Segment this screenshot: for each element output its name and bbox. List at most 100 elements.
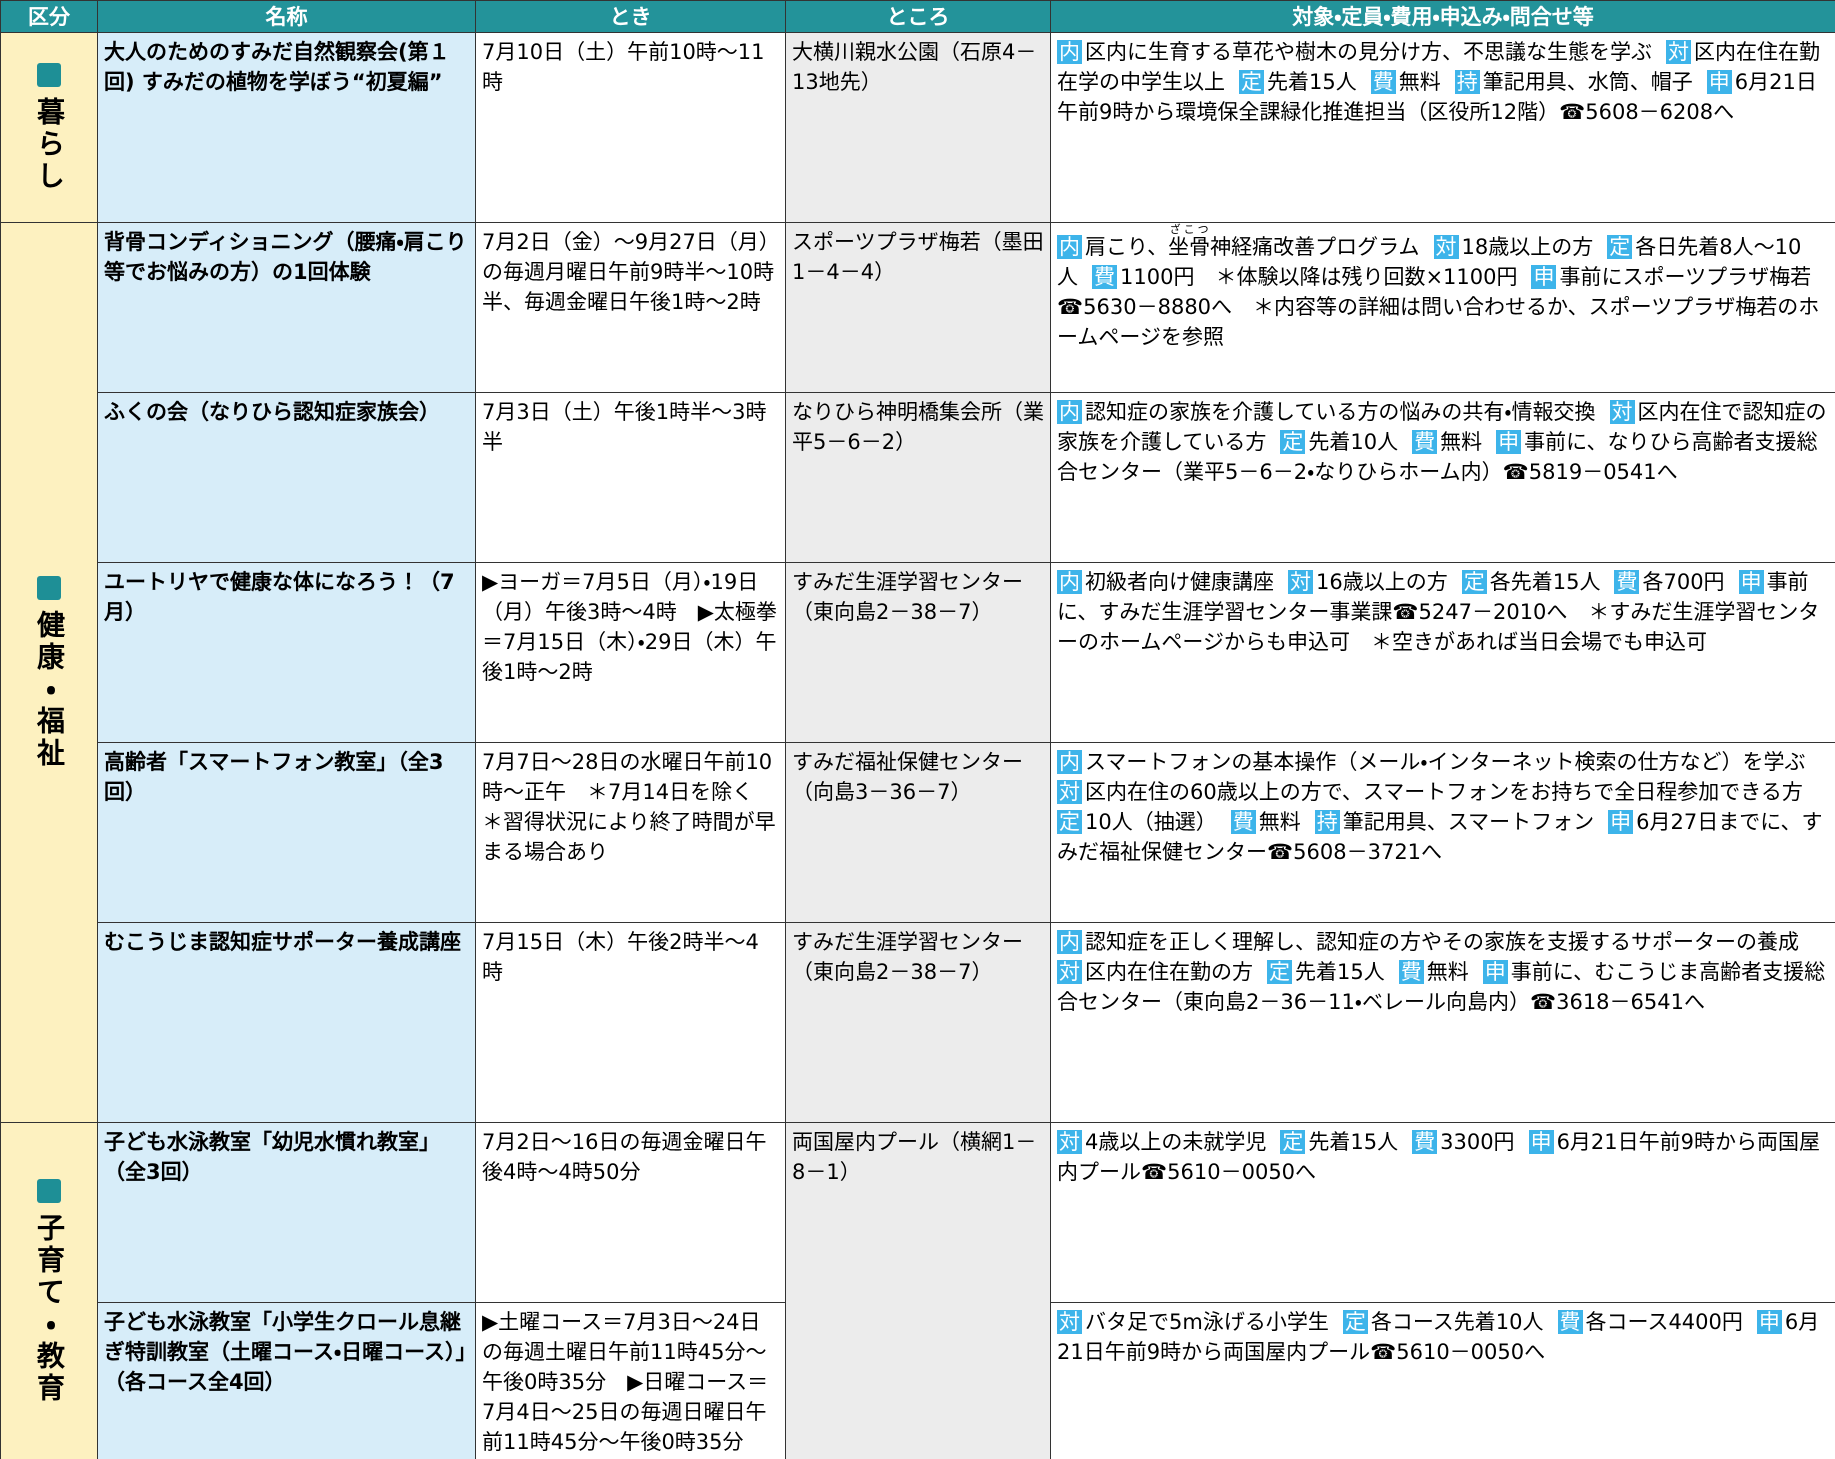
detail-text: 18歳以上の方: [1461, 235, 1594, 259]
detail-tag: 持: [1454, 70, 1480, 94]
detail-item: 申 6月21日午前9時から両国屋内プール☎5610－0050へ: [1057, 1130, 1820, 1184]
event-details: 内初級者向け健康講座対 16歳以上の方定各先着15人費各700円申事前に、すみだ生…: [1050, 562, 1835, 743]
detail-text: 各先着15人: [1489, 570, 1601, 594]
column-header: とき: [475, 0, 786, 33]
detail-item: 持筆記用具、水筒、帽子: [1454, 70, 1693, 94]
detail-item: 費 3300円: [1412, 1130, 1515, 1154]
detail-text: 区内に生育する草花や樹木の見分け方、不思議な生態を学ぶ: [1085, 40, 1652, 64]
detail-item: 費無料: [1398, 960, 1469, 984]
detail-tag: 持: [1314, 810, 1340, 834]
detail-tag: 内: [1057, 930, 1082, 954]
detail-item: 対 16歳以上の方: [1288, 570, 1448, 594]
section-inner: 子育て・教育: [4, 1179, 94, 1405]
detail-tag: 定: [1280, 1130, 1306, 1154]
detail-item: 申 6月27日までに、すみだ福祉保健センター☎5608－3721へ: [1057, 810, 1823, 864]
event-place: 両国屋内プール（横網1－8－1）: [785, 1122, 1051, 1459]
detail-tag: 申: [1756, 1310, 1782, 1334]
table-row: ユートリヤで健康な体になろう！（7月） ▶ヨーガ＝7月5日（月）・19日（月）午後…: [1, 562, 1835, 743]
detail-item: 対区内在住在勤在学の中学生以上: [1057, 40, 1820, 94]
detail-tag: 費: [1412, 1130, 1438, 1154]
detail-text: 事前に、なりひら高齢者支援総合センター（業平5－6－2・なりひらホーム内）☎58…: [1057, 430, 1818, 484]
table-body: 暮らし 大人のためのすみだ自然観察会(第１回) すみだの植物を学ぼう“初夏編” 7月…: [0, 32, 1835, 1459]
event-time: 7月2日～16日の毎週金曜日午後4時～4時50分: [475, 1122, 786, 1303]
detail-item: 申事前に、むこうじま高齢者支援総合センター（東向島2－36－11・ベレール向島内…: [1057, 960, 1825, 1014]
detail-text: 事前に、すみだ生涯学習センター事業課☎5247－2010へ ＊すみだ生涯学習セン…: [1057, 570, 1820, 654]
detail-tag: 費: [1092, 265, 1117, 289]
detail-text: 先着15人: [1308, 1130, 1399, 1154]
ruby-base: 坐骨: [1168, 235, 1211, 259]
event-time: ▶土曜コース＝7月3日～24日の毎週土曜日午前11時45分～午後0時35分 ▶日…: [475, 1302, 786, 1459]
detail-tag: 内: [1057, 570, 1082, 594]
event-name: むこうじま認知症サポーター養成講座: [97, 922, 476, 1123]
detail-tag: 内: [1057, 40, 1082, 64]
detail-item: 費無料: [1412, 430, 1482, 454]
detail-item: 申 6月21日午前9時から両国屋内プール☎5610－0050へ: [1057, 1310, 1819, 1364]
detail-item: 費 1100円 ＊体験以降は残り回数×1100円: [1092, 265, 1517, 289]
section-label: 暮らし: [33, 96, 66, 193]
detail-text: 区内在住の60歳以上の方で、スマートフォンをお持ちで全日程参加できる方: [1085, 780, 1803, 804]
detail-item: 内認知症の家族を介護している方の悩みの共有・情報交換: [1057, 400, 1596, 424]
section-cell: 健康・福祉: [0, 222, 98, 1123]
detail-text: 神経痛改善プログラム: [1210, 235, 1420, 259]
detail-text: 無料: [1398, 70, 1441, 94]
detail-tag: 申: [1528, 1130, 1554, 1154]
detail-text: 無料: [1258, 810, 1301, 834]
detail-text: 16歳以上の方: [1316, 570, 1448, 594]
column-header: 対象・定員・費用・申込み・問合せ等: [1050, 0, 1835, 33]
detail-item: 申事前に、なりひら高齢者支援総合センター（業平5－6－2・なりひらホーム内）☎5…: [1057, 430, 1817, 484]
section-label: 健康・福祉: [33, 609, 66, 770]
ruby-reading: ざこつ: [1168, 223, 1211, 237]
event-time: ▶ヨーガ＝7月5日（月）・19日（月）午後3時～4時 ▶太極拳＝7月15日（木）…: [475, 562, 786, 743]
detail-text: 筆記用具、水筒、帽子: [1482, 70, 1693, 94]
detail-text: 事前にスポーツプラザ梅若☎5630－8880へ ＊内容等の詳細は問い合わせるか、…: [1057, 265, 1820, 349]
detail-text: 3300円: [1440, 1130, 1515, 1154]
detail-text: 区内在住で認知症の家族を介護している方: [1057, 400, 1827, 454]
detail-text: 筆記用具、スマートフォン: [1342, 810, 1595, 834]
event-time: 7月2日（金）～9月27日（月）の毎週月曜日午前9時半～10時半、毎週金曜日午後…: [475, 222, 786, 393]
detail-tag: 申: [1482, 960, 1508, 984]
detail-item: 内初級者向け健康講座: [1057, 570, 1274, 594]
detail-text: 6月27日までに、すみだ福祉保健センター☎5608－3721へ: [1057, 810, 1823, 864]
detail-text: 1100円 ＊体験以降は残り回数×1100円: [1120, 265, 1518, 289]
section-icon: [37, 575, 61, 600]
detail-tag: 対: [1433, 235, 1459, 259]
table-row: 健康・福祉 背骨コンディショニング（腰痛・肩こり等でお悩みの方）の1回体験 7月2日…: [0, 222, 1835, 1123]
detail-tag: 定: [1267, 960, 1292, 984]
detail-text: 無料: [1426, 960, 1469, 984]
detail-tag: 定: [1057, 810, 1082, 834]
section-icon: [37, 62, 61, 87]
detail-text: 6月21日午前9時から両国屋内プール☎5610－0050へ: [1057, 1310, 1820, 1364]
event-time: 7月15日（木）午後2時半～4時: [475, 922, 786, 1123]
section-inner: 健康・福祉: [4, 575, 94, 770]
event-details: 対 4歳以上の未就学児定先着15人費 3300円申 6月21日午前9時から両国屋内プー…: [1050, 1122, 1835, 1303]
detail-text: 10人（抽選）: [1085, 810, 1217, 834]
detail-item: 定先着15人: [1239, 70, 1357, 94]
detail-text: 先着15人: [1295, 960, 1385, 984]
detail-item: 内認知症を正しく理解し、認知症の方やその家族を支援するサポーターの養成: [1057, 930, 1799, 954]
detail-text: 各700円: [1642, 570, 1725, 594]
detail-text: 認知症の家族を介護している方の悩みの共有・情報交換: [1085, 400, 1596, 424]
detail-text: 事前に、むこうじま高齢者支援総合センター（東向島2－36－11・ベレール向島内）…: [1057, 960, 1826, 1014]
table-row: 子ども水泳教室「小学生クロール息継ぎ特訓教室（土曜コース・日曜コース）」（各コー…: [1, 1302, 1835, 1459]
event-time: 7月7日～28日の水曜日午前10時～正午 ＊7月14日を除く ＊習得状況により終…: [475, 742, 786, 923]
detail-tag: 内: [1057, 235, 1082, 259]
detail-text: 各日先着8人～10人: [1057, 235, 1802, 289]
detail-tag: 申: [1531, 265, 1557, 289]
column-header: ところ: [785, 0, 1051, 33]
detail-item: 定先着10人: [1280, 430, 1398, 454]
detail-tag: 申: [1706, 70, 1732, 94]
event-details: 内区内に生育する草花や樹木の見分け方、不思議な生態を学ぶ対区内在住在勤在学の中学…: [1050, 32, 1835, 223]
event-name: 大人のためのすみだ自然観察会(第１回) すみだの植物を学ぼう“初夏編”: [97, 32, 476, 223]
detail-item: 定 10人（抽選）: [1057, 810, 1217, 834]
detail-item: 内スマートフォンの基本操作（メール・インターネット検索の仕方など）を学ぶ: [1057, 750, 1806, 774]
detail-tag: 費: [1370, 70, 1396, 94]
detail-item: 内肩こり、坐骨ざこつ神経痛改善プログラム: [1057, 224, 1420, 259]
table-row: 高齢者「スマートフォン教室」（全3回） 7月7日～28日の水曜日午前10時～正午 …: [1, 742, 1835, 923]
event-details: 内スマートフォンの基本操作（メール・インターネット検索の仕方など）を学ぶ対 区内在…: [1050, 742, 1835, 923]
detail-tag: 対: [1609, 400, 1635, 424]
event-name: ふくの会（なりひら認知症家族会）: [97, 392, 476, 563]
detail-text: 6月21日午前9時から環境保全課緑化推進担当（区役所12階）☎5608－6208…: [1057, 70, 1817, 124]
event-place: スポーツプラザ梅若（墨田1－4－4）: [785, 222, 1051, 393]
